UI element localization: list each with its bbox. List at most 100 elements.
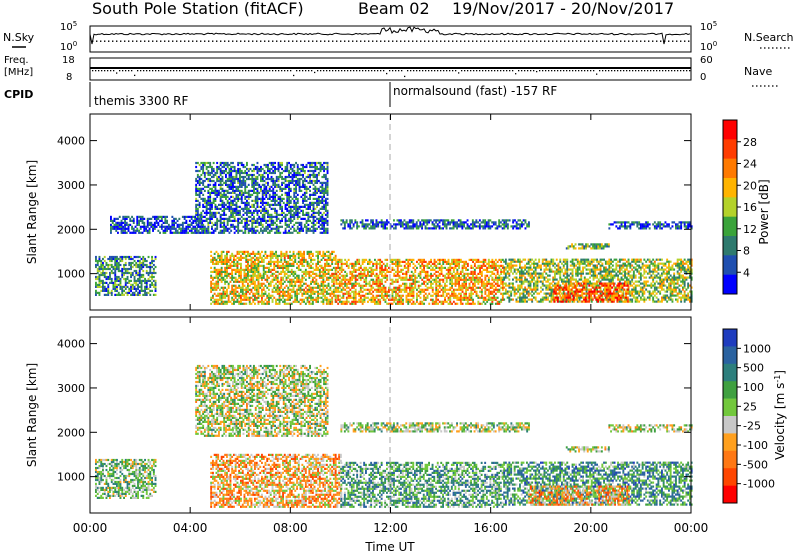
echo-cell: [426, 264, 429, 267]
echo-cell: [426, 296, 429, 299]
echo-cell: [268, 276, 270, 279]
echo-cell: [447, 274, 450, 277]
echo-cell: [671, 264, 674, 267]
echo-cell: [363, 258, 366, 261]
echo-cell: [297, 300, 300, 303]
echo-cell: [338, 260, 341, 263]
echo-cell: [508, 300, 511, 303]
echo-cell: [271, 290, 274, 293]
echo-cell: [327, 298, 330, 301]
echo-cell: [671, 300, 674, 303]
echo-cell: [220, 296, 223, 299]
echo-cell: [255, 288, 258, 291]
echo-cell: [639, 296, 642, 299]
echo-cell: [468, 286, 471, 289]
echo-cell: [452, 258, 455, 261]
echo-cell: [308, 296, 311, 299]
echo-cell: [231, 270, 234, 273]
echo-cell: [403, 288, 406, 291]
echo-cell: [114, 267, 117, 271]
echo-cell: [513, 276, 516, 279]
echo-cell: [359, 278, 362, 281]
echo-cell: [575, 298, 577, 301]
echo-cell: [541, 298, 544, 301]
echo-cell: [536, 300, 539, 303]
echo-cell: [294, 256, 297, 259]
echo-cell: [550, 298, 553, 301]
echo-cell: [666, 278, 669, 281]
echo-cell: [269, 282, 272, 285]
echo-cell: [423, 298, 425, 301]
echo-cell: [426, 272, 429, 275]
echo-cell: [597, 268, 600, 271]
echo-cell: [278, 300, 281, 303]
echo-cell: [689, 266, 691, 269]
echo-cell: [380, 219, 383, 222]
echo-cell: [566, 266, 569, 269]
echo-cell: [124, 287, 127, 290]
echo-cell: [683, 278, 686, 281]
echo-cell: [276, 280, 279, 283]
echo-cell: [324, 266, 326, 269]
echo-cell: [496, 260, 499, 263]
echo-cell: [340, 278, 343, 281]
echo-cell: [582, 258, 584, 261]
echo-cell: [308, 290, 311, 293]
echo-cell: [299, 288, 302, 291]
echo-cell: [435, 282, 438, 285]
echo-cell: [241, 278, 244, 281]
echo-cell: [566, 274, 569, 277]
echo-cell: [601, 264, 604, 267]
echo-cell: [489, 290, 492, 293]
echo-cell: [412, 286, 415, 289]
echo-cell: [552, 264, 555, 267]
echo-cell: [268, 268, 270, 271]
echo-cell: [519, 258, 521, 261]
echo-cell: [480, 270, 483, 273]
echo-cell: [676, 292, 679, 295]
echo-cell: [226, 258, 228, 261]
echo-cell: [430, 286, 432, 289]
echo-cell: [269, 280, 272, 283]
echo-cell: [350, 227, 353, 230]
echo-cell: [144, 277, 146, 281]
echo-cell: [496, 288, 499, 291]
echo-cell: [301, 276, 304, 279]
echo-cell: [409, 264, 411, 267]
echo-cell: [154, 271, 157, 275]
echo-cell: [431, 286, 434, 289]
nave-dot: [365, 70, 367, 72]
echo-cell: [227, 260, 230, 263]
echo-cell: [410, 219, 413, 222]
echo-cell: [345, 296, 348, 299]
echo-cell: [282, 264, 284, 267]
echo-cell: [359, 288, 362, 291]
echo-cell: [332, 288, 335, 291]
nsearch-dot: [572, 40, 574, 42]
echo-cell: [461, 274, 464, 277]
echo-cell: [645, 270, 648, 273]
echo-cell: [599, 288, 602, 291]
echo-cell: [480, 302, 483, 305]
echo-cell: [128, 279, 131, 282]
echo-cell: [261, 298, 263, 301]
nsearch-dot: [584, 40, 586, 42]
echo-cell: [114, 265, 117, 269]
echo-cell: [380, 221, 383, 224]
echo-cell: [545, 286, 548, 289]
nsearch-dot: [176, 40, 178, 42]
echo-cell: [217, 272, 220, 275]
echo-cell: [252, 264, 255, 267]
echo-cell: [690, 294, 693, 297]
echo-cell: [423, 270, 425, 273]
echo-cell: [327, 272, 330, 275]
echo-cell: [133, 291, 136, 294]
echo-cell: [379, 280, 382, 283]
echo-cell: [138, 259, 141, 263]
echo-cell: [461, 260, 464, 263]
echo-cell: [620, 268, 623, 271]
echo-cell: [668, 262, 670, 265]
echo-cell: [522, 296, 525, 299]
echo-cell: [575, 258, 577, 261]
echo-cell: [105, 281, 108, 284]
